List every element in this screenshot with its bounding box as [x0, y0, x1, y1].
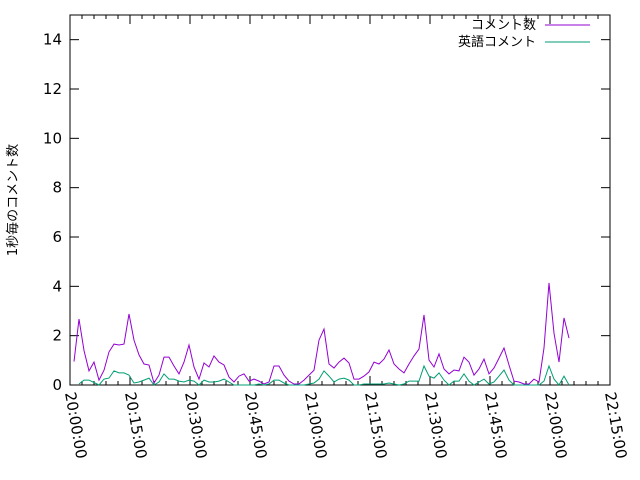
legend-label-comments: コメント数 — [471, 18, 536, 33]
plot-frame — [69, 14, 611, 386]
y-tick-label: 4 — [52, 277, 62, 295]
legend: コメント数 英語コメント — [458, 18, 590, 50]
y-tick-label: 12 — [43, 80, 62, 98]
x-tick-labels: 20:00:00 20:15:00 20:30:00 20:45:00 21:00:00… — [61, 391, 630, 460]
x-tick-label: 22:00:00 — [541, 391, 570, 460]
axis-ticks — [69, 15, 611, 386]
y-tick-label: 0 — [52, 376, 62, 394]
y-tick-label: 2 — [52, 327, 62, 345]
legend-label-english-comments: 英語コメント — [458, 34, 536, 50]
y-axis-title: 1秒毎のコメント数 — [5, 144, 21, 256]
y-tick-label: 8 — [52, 179, 62, 197]
series-line-0 — [73, 282, 570, 385]
y-tick-labels: 0 2 4 6 8 10 12 14 — [43, 31, 62, 394]
x-tick-label: 21:15:00 — [361, 391, 390, 460]
y-tick-label: 14 — [43, 31, 62, 49]
series-line-1 — [78, 364, 570, 386]
x-tick-label: 20:30:00 — [181, 391, 210, 460]
x-tick-label: 21:45:00 — [481, 391, 510, 460]
y-tick-label: 10 — [43, 129, 62, 147]
x-tick-label: 22:15:00 — [601, 391, 630, 460]
x-tick-label: 20:45:00 — [241, 391, 270, 460]
x-tick-label: 20:00:00 — [61, 391, 90, 460]
x-tick-label: 21:30:00 — [421, 391, 450, 460]
x-tick-label: 20:15:00 — [121, 391, 150, 460]
x-tick-label: 21:00:00 — [301, 391, 330, 460]
series-lines — [73, 282, 570, 386]
y-tick-label: 6 — [52, 228, 62, 246]
